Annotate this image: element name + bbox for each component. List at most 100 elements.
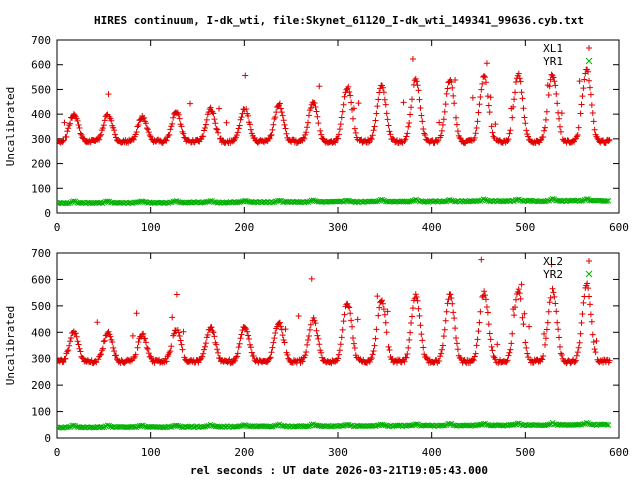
data-point-yr2 bbox=[308, 421, 315, 428]
data-point-xl2 bbox=[440, 333, 447, 340]
data-point-xl2 bbox=[542, 335, 549, 342]
data-point-xl1 bbox=[482, 79, 489, 86]
data-point-xl2 bbox=[279, 332, 286, 339]
data-point-xl2 bbox=[215, 349, 222, 356]
data-point-xl2 bbox=[180, 328, 187, 335]
data-point-yr2 bbox=[347, 422, 354, 429]
data-point-xl1 bbox=[379, 84, 386, 91]
data-point-xl1 bbox=[543, 108, 550, 115]
data-point-xl1 bbox=[552, 82, 559, 89]
data-point-xl1 bbox=[267, 132, 274, 139]
data-point-xl1 bbox=[341, 93, 348, 100]
data-point-yr1 bbox=[269, 199, 276, 206]
data-point-xl2 bbox=[244, 328, 251, 335]
data-point-xl2 bbox=[587, 311, 594, 318]
data-point-xl1 bbox=[336, 126, 343, 133]
data-point-xl1 bbox=[144, 126, 151, 133]
legend-label-xl2: XL2 bbox=[543, 255, 563, 268]
y-tick-label: 400 bbox=[31, 108, 51, 121]
data-point-yr2 bbox=[232, 424, 239, 430]
data-point-xl2 bbox=[313, 327, 320, 334]
data-point-xl2 bbox=[488, 343, 495, 350]
data-point-xl2 bbox=[522, 339, 529, 346]
data-point-xl1 bbox=[147, 133, 154, 140]
data-point-yr1 bbox=[210, 199, 217, 205]
data-point-xl2 bbox=[295, 313, 302, 320]
data-point-xl1 bbox=[385, 122, 392, 129]
data-point-xl1 bbox=[605, 137, 612, 144]
data-point-xl2 bbox=[550, 289, 557, 296]
data-point-xl1 bbox=[374, 103, 381, 110]
data-point-xl1 bbox=[440, 116, 447, 123]
data-point-xl2 bbox=[413, 294, 420, 301]
data-point-yr1 bbox=[544, 197, 551, 204]
data-point-xl2 bbox=[127, 356, 134, 363]
data-point-xl2 bbox=[337, 341, 344, 348]
data-point-xl1 bbox=[269, 126, 276, 133]
data-point-xl2 bbox=[386, 347, 393, 354]
data-point-yr1 bbox=[549, 195, 556, 202]
data-point-xl1 bbox=[588, 101, 595, 108]
data-point-xl1 bbox=[408, 96, 415, 103]
data-point-yr2 bbox=[104, 422, 111, 429]
data-point-xl2 bbox=[579, 311, 586, 318]
data-point-xl1 bbox=[542, 116, 549, 123]
data-point-yr1 bbox=[165, 200, 172, 206]
data-point-xl1 bbox=[61, 119, 68, 126]
data-point-xl1 bbox=[380, 89, 387, 96]
data-point-xl1 bbox=[554, 100, 561, 107]
data-point-xl2 bbox=[574, 349, 581, 356]
data-point-yr1 bbox=[65, 200, 72, 207]
data-point-xl1 bbox=[280, 117, 287, 124]
data-point-xl1 bbox=[556, 123, 563, 130]
data-point-xl1 bbox=[449, 84, 456, 91]
data-point-xl1 bbox=[382, 101, 389, 108]
data-point-xl2 bbox=[305, 336, 312, 343]
data-point-xl2 bbox=[269, 344, 276, 351]
data-point-yr1 bbox=[603, 198, 610, 204]
data-point-xl1 bbox=[472, 130, 479, 137]
data-point-xl2 bbox=[277, 323, 284, 330]
data-point-xl2 bbox=[437, 353, 444, 360]
data-point-xl1 bbox=[276, 100, 283, 107]
data-point-xl1 bbox=[216, 105, 223, 112]
data-point-xl1 bbox=[384, 116, 391, 123]
data-point-xl1 bbox=[408, 104, 415, 111]
data-point-yr2 bbox=[133, 424, 140, 431]
data-point-xl2 bbox=[266, 355, 273, 362]
data-point-xl2 bbox=[545, 308, 552, 315]
data-point-xl2 bbox=[250, 353, 257, 360]
data-point-xl2 bbox=[484, 309, 491, 316]
data-point-yr1 bbox=[376, 197, 382, 204]
data-point-xl2 bbox=[132, 351, 139, 358]
data-point-xl2 bbox=[576, 339, 583, 346]
data-point-xl2 bbox=[93, 359, 100, 366]
data-point-xl2 bbox=[335, 355, 341, 362]
data-point-xl2 bbox=[447, 291, 454, 298]
data-point-xl2 bbox=[515, 286, 522, 293]
data-point-yr1 bbox=[146, 199, 153, 206]
data-point-yr1 bbox=[379, 196, 386, 203]
data-point-xl1 bbox=[108, 117, 115, 124]
data-point-xl2 bbox=[450, 309, 457, 316]
data-point-xl2 bbox=[548, 261, 555, 268]
data-point-xl1 bbox=[383, 110, 390, 117]
data-point-xl2 bbox=[438, 350, 445, 357]
y-tick-label: 200 bbox=[31, 379, 51, 392]
data-point-xl1 bbox=[540, 134, 547, 141]
data-point-xl2 bbox=[494, 341, 501, 348]
y-tick-label: 300 bbox=[31, 353, 51, 366]
data-point-yr1 bbox=[310, 197, 317, 204]
data-point-xl2 bbox=[271, 335, 278, 342]
data-point-xl2 bbox=[168, 343, 175, 350]
data-point-xl1 bbox=[187, 100, 194, 107]
data-point-xl1 bbox=[170, 114, 177, 121]
data-point-xl2 bbox=[350, 340, 357, 347]
y-tick-label: 600 bbox=[31, 273, 51, 286]
data-point-xl2 bbox=[281, 339, 288, 346]
y-tick-label: 700 bbox=[31, 34, 51, 47]
data-point-xl2 bbox=[307, 321, 314, 328]
data-point-yr1 bbox=[448, 197, 455, 204]
data-point-xl1 bbox=[133, 128, 140, 135]
